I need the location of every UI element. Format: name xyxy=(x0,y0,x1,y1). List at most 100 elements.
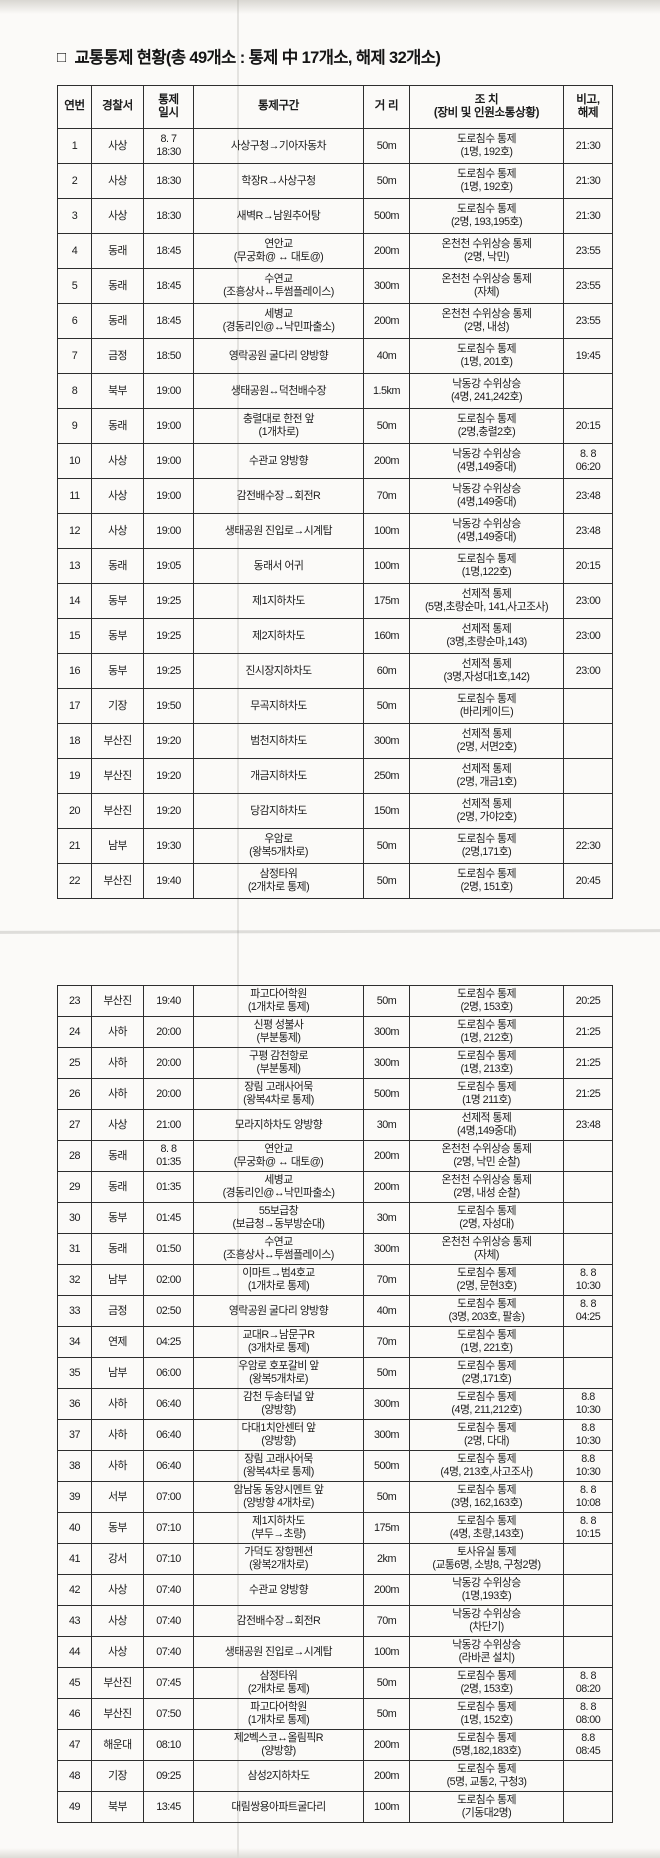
cell-section: 가덕도 장항펜션 (왕복2개차로) xyxy=(193,1543,364,1575)
cell-station: 강서 xyxy=(91,1543,144,1575)
cell-section: 제2지하차도 xyxy=(193,618,364,654)
cell-note xyxy=(563,373,613,409)
cell-no: 42 xyxy=(57,1574,92,1606)
cell-distance: 50m xyxy=(363,1481,410,1513)
cell-note xyxy=(563,1326,613,1358)
cell-action: 온천천 수위상승 통제 (자체) xyxy=(409,1233,564,1265)
cell-section: 수관교 양방향 xyxy=(193,1574,364,1606)
cell-section: 세병교 (경동리인@↔낙민파출소) xyxy=(193,1171,364,1203)
cell-distance: 70m xyxy=(363,1264,410,1296)
cell-no: 29 xyxy=(57,1171,92,1203)
table-row: 22 부산진 19:40 삼정타워 (2개차로 통제) 50m 도로침수 통제 (2명, 15… xyxy=(57,863,613,899)
cell-note: 8.8 10:30 xyxy=(563,1419,613,1451)
column-header-section: 통제구간 xyxy=(193,85,364,129)
table-row: 42 사상 07:40 수관교 양방향 200m 낙동강 수위상승 (1명,193호) xyxy=(57,1574,613,1606)
cell-note: 21:30 xyxy=(563,163,613,199)
cell-distance: 50m xyxy=(363,408,410,444)
cell-distance: 300m xyxy=(363,1419,410,1451)
column-header-note: 비고, 해제 xyxy=(563,85,613,129)
cell-action: 온천천 수위상승 통제 (2명, 내성) xyxy=(409,303,564,339)
cell-note: 21:25 xyxy=(563,1016,613,1048)
cell-action: 도로침수 통제 (1명, 212호) xyxy=(409,1016,564,1048)
scan-fold-line-vertical xyxy=(237,0,239,1858)
cell-station: 동부 xyxy=(91,1512,144,1544)
table-row: 43 사상 07:40 감전배수장→회전R 70m 낙동강 수위상승 (차단기) xyxy=(57,1605,613,1637)
cell-note: 23:48 xyxy=(563,513,613,549)
cell-action: 도로침수 통제 (1명, 221호) xyxy=(409,1326,564,1358)
table-row: 4 동래 18:45 연안교 (무궁화@ ↔ 대토@) 200m 온천천 수위상승 통제 (2… xyxy=(57,233,613,269)
cell-action: 낙동강 수위상승 (라바콘 설치) xyxy=(409,1636,564,1668)
cell-action: 선제적 통제 (3명,자성대1호,142) xyxy=(409,653,564,689)
cell-time: 07:40 xyxy=(143,1605,194,1637)
cell-action: 도로침수 통제 (1명,122호) xyxy=(409,548,564,584)
table-row: 40 동부 07:10 제1지하차도 (부두→초량) 175m 도로침수 통제 (4명, 초량… xyxy=(57,1512,613,1544)
table-row: 19 부산진 19:20 개금지하차도 250m 선제적 통제 (2명, 개금1호) xyxy=(57,758,613,794)
cell-time: 06:40 xyxy=(143,1450,194,1482)
cell-note: 21:30 xyxy=(563,128,613,164)
table-row: 9 동래 19:00 충렬대로 한전 앞 (1개차로) 50m 도로침수 통제 (2명,충렬2… xyxy=(57,408,613,444)
table-row: 44 사상 07:40 생태공원 진입로→시계탑 100m 낙동강 수위상승 (라바콘 설치… xyxy=(57,1636,613,1668)
cell-section: 삼성2지하차도 xyxy=(193,1760,364,1792)
table-row: 39 서부 07:00 암남동 동양시멘트 앞 (양방향 4개차로) 50m 도로침수 통제… xyxy=(57,1481,613,1513)
cell-no: 32 xyxy=(57,1264,92,1296)
cell-action: 선제적 통제 (2명, 가야2호) xyxy=(409,793,564,829)
cell-note xyxy=(563,1202,613,1234)
cell-action: 도로침수 통제 (3명, 162,163호) xyxy=(409,1481,564,1513)
cell-distance: 200m xyxy=(363,233,410,269)
cell-action: 도로침수 통제 (4명, 초량,143호) xyxy=(409,1512,564,1544)
cell-distance: 70m xyxy=(363,478,410,514)
cell-section: 수연교 (조흥상사↔투썸플레이스) xyxy=(193,1233,364,1265)
cell-note xyxy=(563,1636,613,1668)
cell-no: 2 xyxy=(57,163,92,199)
cell-action: 도로침수 통제 (3명, 203호, 팔송) xyxy=(409,1295,564,1327)
cell-action: 도로침수 통제 (2명, 자성대) xyxy=(409,1202,564,1234)
cell-station: 해운대 xyxy=(91,1729,144,1761)
table-row: 49 북부 13:45 대림쌍용아파트굴다리 100m 도로침수 통제 (기동대2명) xyxy=(57,1791,613,1823)
cell-station: 북부 xyxy=(91,373,144,409)
cell-section: 암남동 동양시멘트 앞 (양방향 4개차로) xyxy=(193,1481,364,1513)
cell-no: 17 xyxy=(57,688,92,724)
cell-distance: 200m xyxy=(363,1140,410,1172)
cell-no: 37 xyxy=(57,1419,92,1451)
cell-note: 8. 8 10:30 xyxy=(563,1264,613,1296)
cell-no: 20 xyxy=(57,793,92,829)
cell-distance: 50m xyxy=(363,1698,410,1730)
cell-distance: 50m xyxy=(363,163,410,199)
cell-distance: 100m xyxy=(363,1791,410,1823)
cell-distance: 300m xyxy=(363,1016,410,1048)
cell-action: 도로침수 통제 (5명, 교통2, 구청3) xyxy=(409,1760,564,1792)
cell-note xyxy=(563,793,613,829)
cell-no: 44 xyxy=(57,1636,92,1668)
table-row: 21 남부 19:30 우암로 (왕복5개차로) 50m 도로침수 통제 (2명,171호) 2… xyxy=(57,828,613,864)
cell-section: 모라지하차도 양방향 xyxy=(193,1109,364,1141)
cell-time: 18:45 xyxy=(143,233,194,269)
cell-note: 23:48 xyxy=(563,478,613,514)
column-header-no: 연번 xyxy=(57,85,92,129)
cell-distance: 200m xyxy=(363,1760,410,1792)
table-row: 20 부산진 19:20 당감지하차도 150m 선제적 통제 (2명, 가야2호) xyxy=(57,793,613,829)
cell-distance: 70m xyxy=(363,1326,410,1358)
cell-section: 우암로 (왕복5개차로) xyxy=(193,828,364,864)
cell-note: 8. 8 10:08 xyxy=(563,1481,613,1513)
cell-note: 23:00 xyxy=(563,618,613,654)
cell-note: 23:55 xyxy=(563,233,613,269)
cell-distance: 50m xyxy=(363,688,410,724)
cell-action: 온천천 수위상승 통제 (2명, 내성 순찰) xyxy=(409,1171,564,1203)
cell-no: 8 xyxy=(57,373,92,409)
cell-section: 구평 감천항로 (부분통제) xyxy=(193,1047,364,1079)
cell-section: 삼정타워 (2개차로 통제) xyxy=(193,863,364,899)
cell-section: 감전배수장→회전R xyxy=(193,1605,364,1637)
cell-distance: 50m xyxy=(363,1357,410,1389)
cell-no: 28 xyxy=(57,1140,92,1172)
cell-time: 02:00 xyxy=(143,1264,194,1296)
table-row: 31 동래 01:50 수연교 (조흥상사↔투썸플레이스) 300m 온천천 수위상승 통제… xyxy=(57,1233,613,1265)
cell-distance: 300m xyxy=(363,268,410,304)
cell-section: 이마트→범4호교 (1개차로 통제) xyxy=(193,1264,364,1296)
cell-time: 8. 8 01:35 xyxy=(143,1140,194,1172)
cell-note xyxy=(563,1171,613,1203)
cell-section: 연안교 (무궁화@ ↔ 대토@) xyxy=(193,233,364,269)
cell-section: 생태공원 진입로→시계탑 xyxy=(193,1636,364,1668)
cell-station: 동부 xyxy=(91,583,144,619)
cell-time: 06:40 xyxy=(143,1419,194,1451)
cell-station: 사하 xyxy=(91,1047,144,1079)
